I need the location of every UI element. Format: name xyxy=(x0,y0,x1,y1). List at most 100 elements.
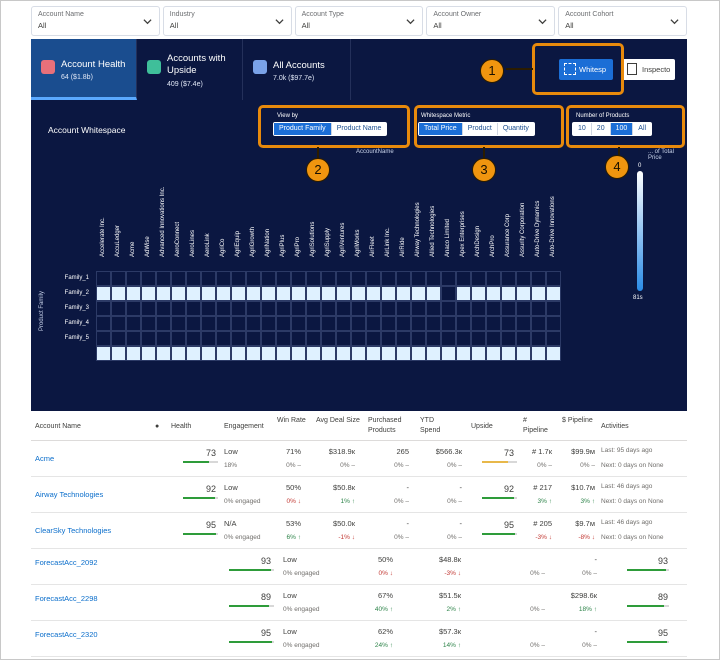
heatmap-cell[interactable] xyxy=(306,286,321,301)
heatmap-cell[interactable] xyxy=(456,316,471,331)
heatmap-cell[interactable] xyxy=(291,301,306,316)
heatmap-cell[interactable] xyxy=(141,331,156,346)
heatmap-cell[interactable] xyxy=(411,346,426,361)
metric-total-price[interactable]: Total Price xyxy=(419,123,463,135)
heatmap-cell[interactable] xyxy=(201,301,216,316)
heatmap-cell[interactable] xyxy=(186,301,201,316)
tab-account-health[interactable]: Account Health 64 ($1.8b) xyxy=(31,39,137,100)
heatmap-cell[interactable] xyxy=(381,301,396,316)
heatmap-cell[interactable] xyxy=(516,331,531,346)
heatmap-cell[interactable] xyxy=(531,286,546,301)
heatmap-cell[interactable] xyxy=(501,301,516,316)
heatmap-cell[interactable] xyxy=(381,286,396,301)
heatmap-cell[interactable] xyxy=(261,316,276,331)
heatmap-cell[interactable] xyxy=(441,331,456,346)
heatmap-cell[interactable] xyxy=(351,271,366,286)
heatmap-cell[interactable] xyxy=(216,331,231,346)
heatmap-cell[interactable] xyxy=(276,331,291,346)
num-products-10[interactable]: 10 xyxy=(573,123,592,135)
heatmap-cell[interactable] xyxy=(501,286,516,301)
heatmap-cell[interactable] xyxy=(366,301,381,316)
header-activities[interactable]: Activities xyxy=(601,423,629,430)
heatmap-cell[interactable] xyxy=(126,271,141,286)
table-row[interactable]: ForecastAcc_2092 93 Low 0% engaged 50% 0% ↓ $4… xyxy=(31,549,687,585)
heatmap-cell[interactable] xyxy=(261,301,276,316)
heatmap-cell[interactable] xyxy=(156,301,171,316)
heatmap-cell[interactable] xyxy=(426,331,441,346)
heatmap-cell[interactable] xyxy=(246,271,261,286)
heatmap-cell[interactable] xyxy=(276,346,291,361)
heatmap-cell[interactable] xyxy=(351,346,366,361)
heatmap-cell[interactable] xyxy=(171,301,186,316)
heatmap-cell[interactable] xyxy=(351,286,366,301)
heatmap-cell[interactable] xyxy=(96,271,111,286)
heatmap-cell[interactable] xyxy=(381,331,396,346)
heatmap-cell[interactable] xyxy=(246,301,261,316)
metric-product[interactable]: Product xyxy=(463,123,498,135)
heatmap-cell[interactable] xyxy=(246,316,261,331)
header-avg-deal-size[interactable]: Avg Deal Size xyxy=(316,417,360,424)
heatmap-cell[interactable] xyxy=(141,286,156,301)
heatmap-cell[interactable] xyxy=(336,316,351,331)
heatmap-cell[interactable] xyxy=(531,331,546,346)
heatmap-cell[interactable] xyxy=(186,346,201,361)
num-products-100[interactable]: 100 xyxy=(610,123,634,135)
heatmap-cell[interactable] xyxy=(411,316,426,331)
account-link[interactable]: ForecastAcc_2298 xyxy=(35,594,98,603)
heatmap-cell[interactable] xyxy=(531,316,546,331)
heatmap-cell[interactable] xyxy=(231,316,246,331)
heatmap-cell[interactable] xyxy=(231,286,246,301)
heatmap-cell[interactable] xyxy=(96,286,111,301)
account-link[interactable]: Airway Technologies xyxy=(35,490,104,499)
heatmap-cell[interactable] xyxy=(531,346,546,361)
heatmap-cell[interactable] xyxy=(291,286,306,301)
header-dollar-pipeline[interactable]: $ Pipeline xyxy=(562,417,593,424)
header-indicator[interactable]: ● xyxy=(155,423,160,430)
header-engagement[interactable]: Engagement xyxy=(224,423,264,430)
header-upside[interactable]: Upside xyxy=(471,423,493,430)
heatmap-cell[interactable] xyxy=(306,301,321,316)
table-row[interactable]: ClearSky Technologies 95 N/A 0% engaged 53% 6… xyxy=(31,513,687,549)
heatmap-cell[interactable] xyxy=(291,346,306,361)
heatmap-cell[interactable] xyxy=(516,286,531,301)
heatmap-cell[interactable] xyxy=(216,271,231,286)
heatmap-cell[interactable] xyxy=(216,346,231,361)
heatmap-cell[interactable] xyxy=(336,346,351,361)
heatmap-cell[interactable] xyxy=(276,286,291,301)
heatmap-cell[interactable] xyxy=(321,316,336,331)
heatmap-cell[interactable] xyxy=(156,316,171,331)
heatmap-cell[interactable] xyxy=(156,271,171,286)
header-win-rate[interactable]: Win Rate xyxy=(277,417,306,424)
heatmap-cell[interactable] xyxy=(231,301,246,316)
heatmap-cell[interactable] xyxy=(126,331,141,346)
heatmap-cell[interactable] xyxy=(486,301,501,316)
heatmap-cell[interactable] xyxy=(306,271,321,286)
heatmap-cell[interactable] xyxy=(336,331,351,346)
heatmap-cell[interactable] xyxy=(186,271,201,286)
view-by-product-name[interactable]: Product Name xyxy=(336,125,382,132)
heatmap-cell[interactable] xyxy=(396,301,411,316)
heatmap-cell[interactable] xyxy=(456,331,471,346)
heatmap-cell[interactable] xyxy=(141,316,156,331)
metric-quantity[interactable]: Quantity xyxy=(502,125,529,132)
heatmap-cell[interactable] xyxy=(201,286,216,301)
heatmap-cell[interactable] xyxy=(456,346,471,361)
heatmap-cell[interactable] xyxy=(396,286,411,301)
heatmap-cell[interactable] xyxy=(111,271,126,286)
heatmap-cell[interactable] xyxy=(276,301,291,316)
heatmap-cell[interactable] xyxy=(126,316,141,331)
heatmap-cell[interactable] xyxy=(546,346,561,361)
heatmap-cell[interactable] xyxy=(171,331,186,346)
heatmap-cell[interactable] xyxy=(516,316,531,331)
heatmap-cell[interactable] xyxy=(261,331,276,346)
heatmap-cell[interactable] xyxy=(96,331,111,346)
heatmap-cell[interactable] xyxy=(471,271,486,286)
heatmap-cell[interactable] xyxy=(426,286,441,301)
heatmap-cell[interactable] xyxy=(396,331,411,346)
heatmap-cell[interactable] xyxy=(396,271,411,286)
view-by-product-family[interactable]: Product Family xyxy=(274,123,332,135)
heatmap-cell[interactable] xyxy=(486,286,501,301)
heatmap-cell[interactable] xyxy=(546,301,561,316)
heatmap-cell[interactable] xyxy=(486,331,501,346)
heatmap-cell[interactable] xyxy=(231,346,246,361)
